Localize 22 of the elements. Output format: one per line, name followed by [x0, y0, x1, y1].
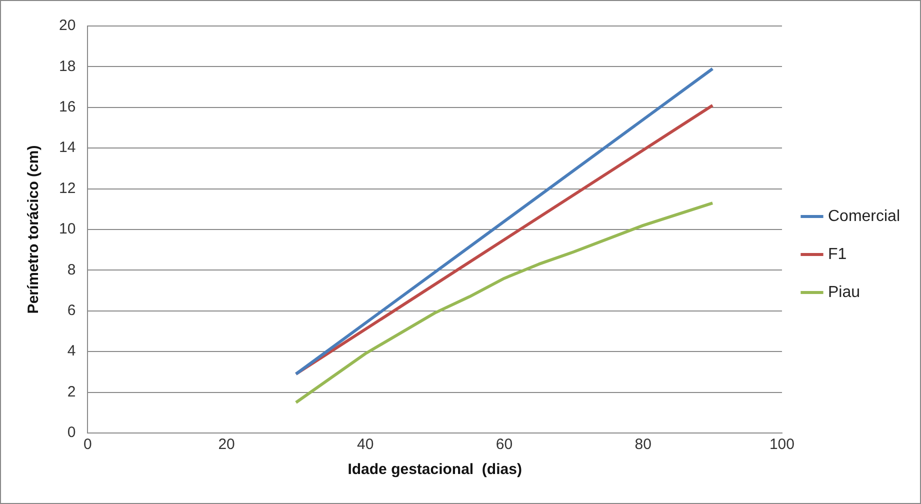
y-tick-label: 4 — [67, 342, 76, 360]
y-tick-label: 14 — [58, 139, 76, 156]
y-tick-label: 6 — [67, 302, 76, 320]
legend-label: Piau — [828, 284, 860, 301]
x-tick-label: 40 — [357, 436, 374, 454]
x-tick-label: 60 — [496, 436, 513, 454]
y-tick-label: 18 — [58, 58, 76, 75]
y-tick-label: 0 — [67, 424, 76, 442]
y-tick-label: 12 — [58, 180, 76, 197]
legend-label: F1 — [828, 246, 847, 263]
x-tick-label: 0 — [84, 436, 92, 454]
y-tick-label: 10 — [58, 220, 76, 238]
y-tick-label: 2 — [67, 383, 76, 400]
x-tick-label: 80 — [634, 436, 652, 454]
x-axis-title: Idade gestacional (dias) — [348, 461, 522, 478]
x-tick-label: 100 — [769, 436, 794, 454]
y-tick-label: 8 — [67, 261, 76, 278]
y-axis-title: Perímetro torácico (cm) — [25, 145, 42, 314]
y-tick-label: 16 — [58, 98, 76, 116]
legend-label: Comercial — [828, 208, 900, 225]
x-tick-label: 20 — [218, 436, 235, 454]
y-tick-label: 20 — [58, 17, 76, 34]
